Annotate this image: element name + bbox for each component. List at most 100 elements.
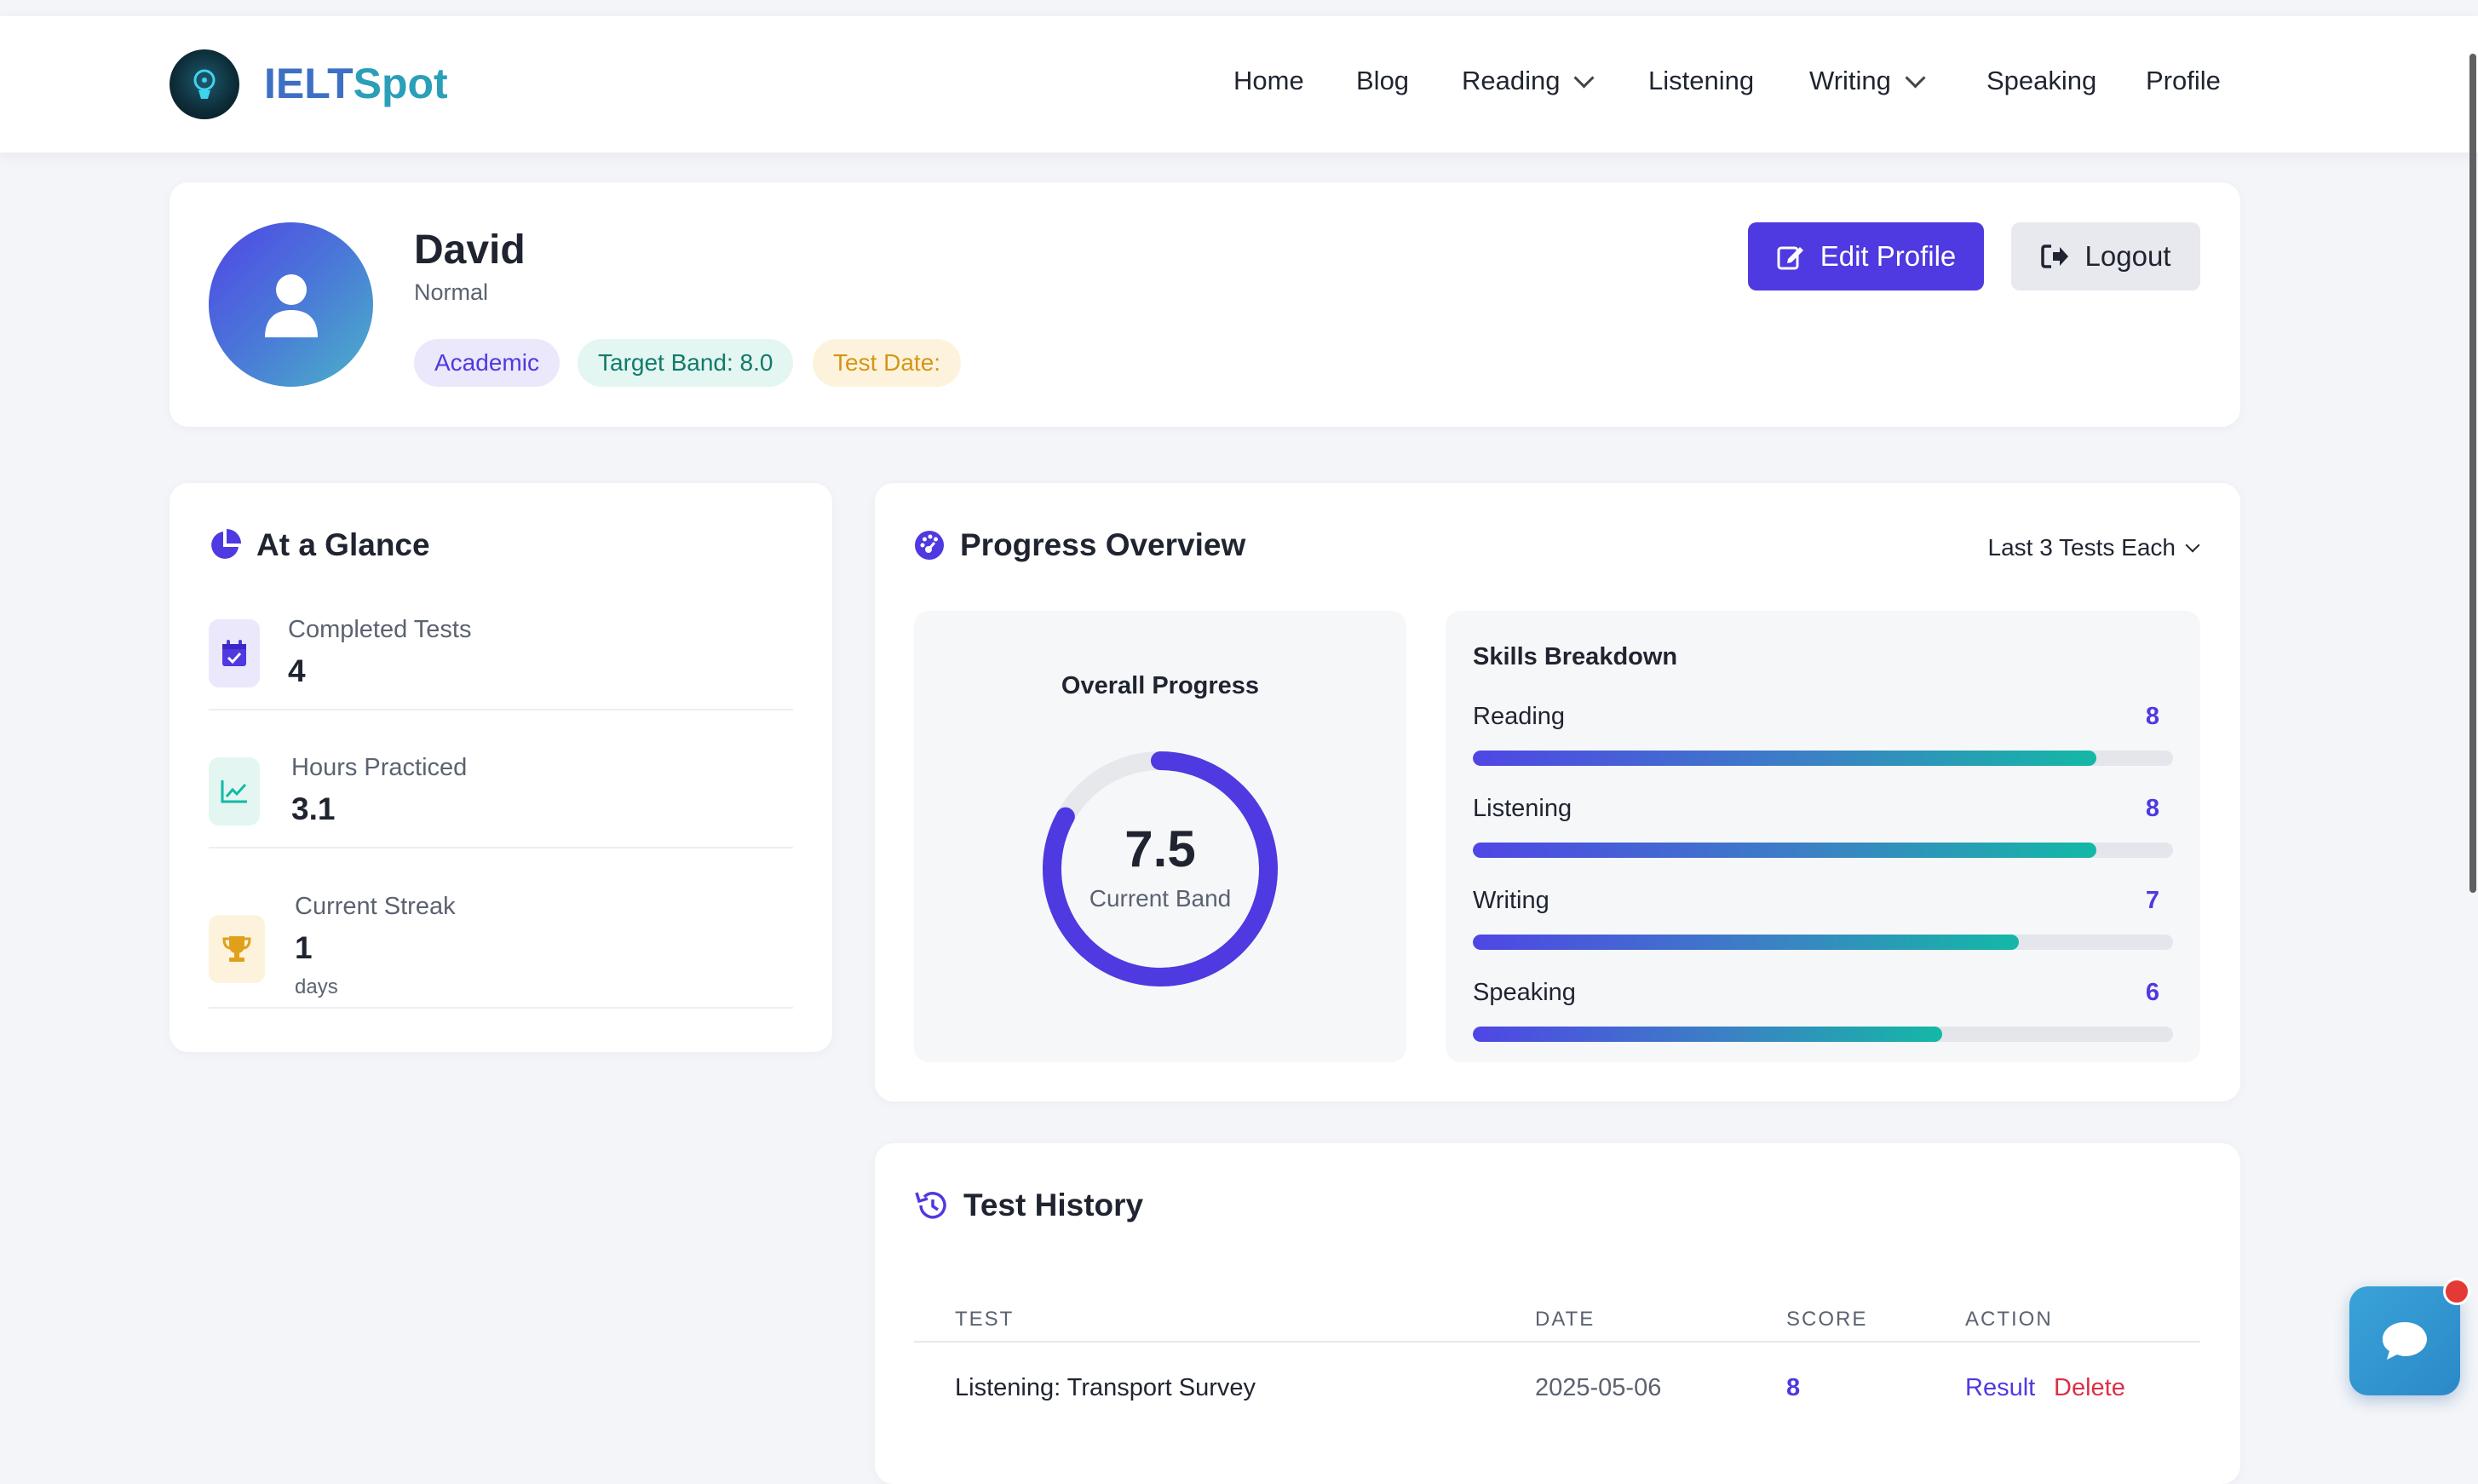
column-header-test: TEST (955, 1308, 1015, 1331)
gauge-icon (915, 531, 944, 560)
nav-reading-label: Reading (1462, 66, 1561, 95)
stat-label: Current Streak (295, 893, 456, 920)
profile-card: David Normal Academic Target Band: 8.0 T… (170, 182, 2240, 427)
stat-label: Completed Tests (288, 616, 472, 643)
overall-progress-panel: Overall Progress 7.5 Current Band (914, 611, 1406, 1062)
nav-blog[interactable]: Blog (1356, 66, 1409, 96)
brand-prefix: IELT (264, 60, 354, 107)
nav-profile-label: Profile (2146, 66, 2221, 95)
test-history-title: Test History (914, 1188, 1143, 1223)
stat-value: 1 (295, 930, 313, 965)
user-icon (264, 273, 318, 337)
skill-progress-bar (1473, 1027, 2173, 1042)
nav-speaking[interactable]: Speaking (1986, 66, 2096, 96)
stat-hours-practiced: Hours Practiced 3.1 (209, 749, 793, 848)
stat-completed-tests: Completed Tests 4 (209, 611, 793, 710)
test-history-card: Test History TEST DATE SCORE ACTION List… (875, 1143, 2240, 1484)
chat-bubble-icon (2383, 1322, 2427, 1360)
skill-progress-fill (1473, 751, 2096, 766)
nav-blog-label: Blog (1356, 66, 1410, 95)
skill-progress-fill (1473, 843, 2096, 858)
scrollbar[interactable] (2468, 16, 2478, 1432)
overall-progress-ring (1043, 751, 1278, 986)
skills-breakdown-title: Skills Breakdown (1473, 643, 1678, 670)
tests-filter-value: Last 3 Tests Each (1987, 534, 2176, 561)
overall-progress-title: Overall Progress (1061, 672, 1260, 699)
target-band-badge: Target Band: 8.0 (578, 339, 794, 387)
nav-home-label: Home (1233, 66, 1304, 95)
module-badge: Academic (414, 339, 560, 387)
skill-value: 8 (2145, 795, 2159, 822)
profile-role: Normal (414, 279, 489, 305)
nav-writing-label: Writing (1809, 66, 1891, 95)
column-header-date: DATE (1535, 1308, 1595, 1331)
logo-icon (193, 69, 216, 99)
chevron-down-icon (1573, 66, 1595, 89)
row-score: 8 (1786, 1374, 1801, 1401)
column-header-score: SCORE (1786, 1308, 1868, 1331)
brand-suffix: Spot (353, 60, 448, 107)
skill-name: Listening (1473, 795, 1572, 822)
skill-name: Speaking (1473, 979, 1576, 1006)
navbar: IELTSpot Home Blog Reading Listening Wri… (0, 16, 2478, 152)
at-a-glance-title: At a Glance (209, 527, 430, 563)
skill-progress-bar (1473, 935, 2173, 950)
stat-current-streak: Current Streak 1 days (209, 888, 793, 1009)
nav-listening[interactable]: Listening (1648, 66, 1754, 96)
skills-breakdown-panel: Skills Breakdown Reading 8 Listening 8 W… (1446, 611, 2200, 1062)
logout-button[interactable]: Logout (2011, 222, 2200, 290)
nav-writing[interactable]: Writing (1809, 66, 1926, 96)
nav-listening-label: Listening (1648, 66, 1755, 95)
progress-overview-title: Progress Overview (914, 527, 1245, 563)
result-link[interactable]: Result (1965, 1374, 2036, 1401)
brand-name[interactable]: IELTSpot (264, 59, 448, 108)
chevron-down-icon (1905, 66, 1926, 89)
test-date-badge: Test Date: (813, 339, 962, 387)
tests-filter-select[interactable]: Last 3 Tests Each (1987, 534, 2200, 561)
top-strip (0, 0, 2478, 16)
stat-value: 4 (288, 653, 306, 688)
skill-progress-fill (1473, 1027, 1942, 1042)
notification-dot (2443, 1278, 2470, 1305)
edit-profile-button[interactable]: Edit Profile (1748, 222, 1984, 290)
chevron-down-icon (2185, 538, 2200, 553)
row-test-name: Listening: Transport Survey (955, 1374, 1256, 1401)
nav-home[interactable]: Home (1233, 66, 1304, 96)
skill-name: Writing (1473, 887, 1549, 914)
skill-progress-bar (1473, 843, 2173, 858)
nav-profile[interactable]: Profile (2146, 66, 2221, 96)
stat-value: 3.1 (291, 791, 336, 826)
chat-button[interactable] (2349, 1286, 2460, 1395)
trophy-icon (209, 915, 265, 983)
skill-value: 6 (2145, 979, 2159, 1006)
current-band-label: Current Band (1089, 885, 1232, 912)
pie-chart-icon (211, 529, 241, 559)
row-date: 2025-05-06 (1535, 1374, 1662, 1401)
skill-progress-bar (1473, 751, 2173, 766)
skill-name: Reading (1473, 703, 1566, 730)
edit-icon (1777, 246, 1803, 270)
at-a-glance-title-text: At a Glance (256, 527, 430, 562)
skill-value: 7 (2145, 887, 2159, 914)
column-header-action: ACTION (1965, 1308, 2053, 1331)
scrollbar-thumb[interactable] (2469, 54, 2476, 893)
at-a-glance-card: At a Glance Completed Tests 4 Hours Prac… (170, 483, 832, 1052)
avatar (209, 222, 373, 387)
delete-link[interactable]: Delete (2054, 1374, 2125, 1401)
overall-progress-arc (1043, 751, 1278, 986)
skill-progress-fill (1473, 935, 2020, 950)
profile-name: David (414, 227, 526, 273)
test-history-title-text: Test History (963, 1188, 1144, 1222)
skill-value: 8 (2145, 703, 2159, 730)
current-band-value: 7.5 (1124, 820, 1196, 877)
logout-label: Logout (2084, 240, 2171, 272)
brand-logo[interactable] (170, 49, 239, 119)
calendar-check-icon (209, 619, 260, 687)
history-icon (915, 1192, 946, 1219)
logout-icon (2040, 244, 2068, 268)
progress-overview-card: Progress Overview Last 3 Tests Each Over… (875, 483, 2240, 1101)
nav-reading[interactable]: Reading (1462, 66, 1595, 96)
stat-label: Hours Practiced (291, 754, 468, 781)
progress-overview-title-text: Progress Overview (960, 527, 1246, 562)
table-header-divider (914, 1341, 2200, 1343)
